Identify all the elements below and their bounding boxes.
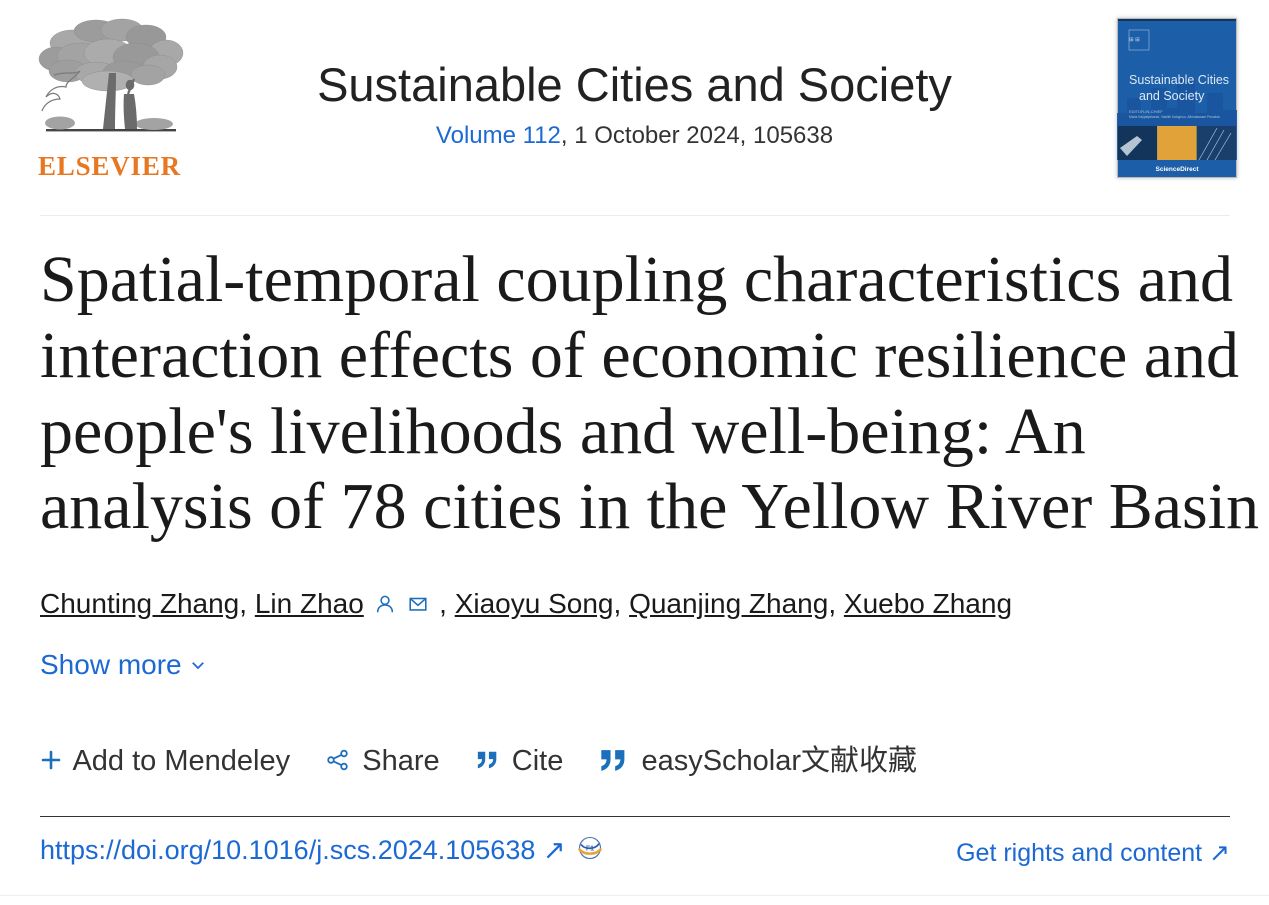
svg-text:⊞ ⊞: ⊞ ⊞: [1129, 37, 1140, 43]
svg-text:and Society: and Society: [1139, 89, 1205, 103]
svg-text:ScienceDirect: ScienceDirect: [1156, 166, 1200, 173]
svg-text:Maria Kaypayshariat, Vasiliki: Maria Kaypayshariat, Vasiliki Kalogirou,…: [1129, 115, 1220, 119]
svg-text:Sustainable Cities: Sustainable Cities: [1129, 73, 1229, 87]
svg-text:EDITOR-IN-CHIEF: EDITOR-IN-CHIEF: [1129, 109, 1163, 114]
